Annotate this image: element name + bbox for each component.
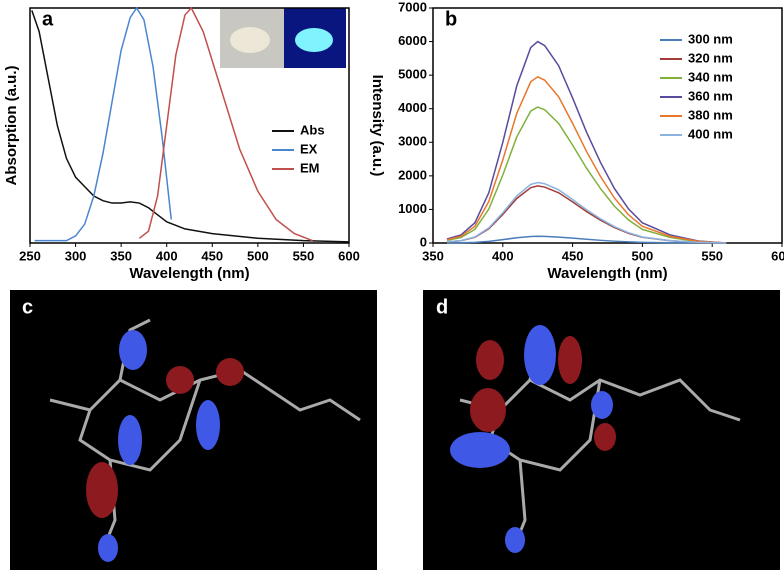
x-tick-label: 400 — [492, 248, 514, 263]
plot-frame — [29, 7, 350, 244]
legend-label: Abs — [300, 122, 325, 137]
series-line — [446, 106, 727, 244]
series-line — [446, 235, 727, 244]
y-axis-title: Absorption (a.u.) — [3, 66, 20, 186]
y-tick-label: 2000 — [398, 167, 427, 182]
panel-label: b — [445, 8, 457, 30]
powder — [230, 27, 270, 53]
x-tick-label: 550 — [293, 248, 315, 263]
x-axis-title: Wavelength (nm) — [129, 265, 249, 282]
x-tick-label: 300 — [65, 248, 87, 263]
panel-label: a — [42, 8, 54, 30]
series-line — [31, 10, 350, 243]
x-tick-label: 450 — [562, 248, 584, 263]
x-axis-title: Wavelength (nm) — [547, 265, 667, 282]
x-tick-label: 450 — [201, 248, 223, 263]
plot-frame — [432, 7, 783, 244]
y-tick-label: 1000 — [398, 201, 427, 216]
x-tick-label: 250 — [19, 248, 41, 263]
y-axis-title: Intensity (a.u.) — [369, 75, 386, 177]
legend-label: 400 nm — [688, 126, 733, 141]
series-line — [446, 185, 727, 244]
x-tick-label: 600 — [338, 248, 360, 263]
x-tick-label: 400 — [156, 248, 178, 263]
series-line — [446, 181, 727, 244]
x-tick-label: 500 — [247, 248, 269, 263]
glow — [295, 28, 333, 52]
legend-label: 340 nm — [688, 69, 733, 84]
panel-d — [423, 290, 780, 570]
legend-label: 320 nm — [688, 50, 733, 65]
legend-label: EM — [300, 160, 320, 175]
x-tick-label: 600 — [771, 248, 784, 263]
series-line — [446, 75, 727, 244]
series-line — [138, 6, 313, 242]
series-line — [34, 6, 173, 242]
y-tick-label: 7000 — [398, 0, 427, 14]
legend-label: 380 nm — [688, 107, 733, 122]
legend-label: EX — [300, 141, 318, 156]
series-line — [446, 40, 727, 244]
x-tick-label: 350 — [422, 248, 444, 263]
y-tick-label: 6000 — [398, 33, 427, 48]
panel-label: c — [22, 296, 33, 318]
y-tick-label: 3000 — [398, 134, 427, 149]
panel-label: d — [436, 296, 448, 318]
legend-label: 360 nm — [688, 88, 733, 103]
y-tick-label: 4000 — [398, 100, 427, 115]
x-tick-label: 500 — [632, 248, 654, 263]
legend-label: 300 nm — [688, 31, 733, 46]
x-tick-label: 350 — [110, 248, 132, 263]
y-tick-label: 5000 — [398, 67, 427, 82]
y-tick-label: 0 — [420, 234, 427, 249]
x-tick-label: 550 — [701, 248, 723, 263]
panel-c — [10, 290, 377, 570]
